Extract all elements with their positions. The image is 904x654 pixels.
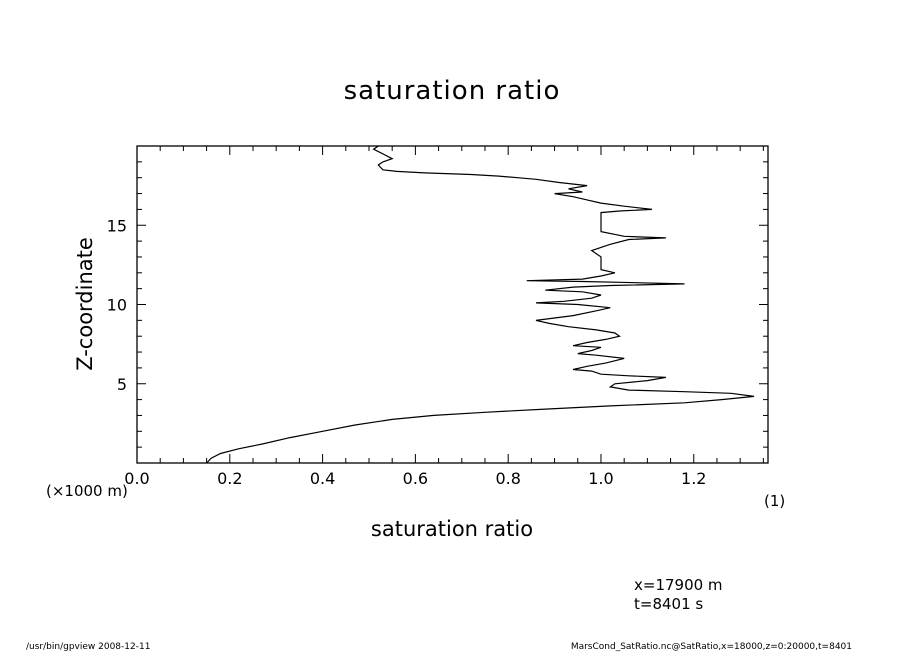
y-tick-label: 5 [117,375,127,394]
chart-title: saturation ratio [343,76,561,106]
x-tick-label: 0.4 [310,469,335,488]
y-axis-label: Z-coordinate [73,237,97,371]
x-unit-note: (×1000 m) [46,482,128,500]
coordinate-t-readout: t=8401 s [634,595,704,613]
y-tick-label: 15 [107,216,127,235]
x-tick-label: 0.8 [495,469,520,488]
y-tick-label: 10 [107,296,127,315]
x-axis-label: saturation ratio [371,517,533,541]
x-tick-label: 0.2 [217,469,242,488]
saturation-ratio-line [206,145,755,464]
plot-frame [136,145,769,464]
footer-program-date: /usr/bin/gpview 2008-12-11 [26,642,151,652]
value-unit-note: (1) [764,492,786,510]
x-tick-label: 0.6 [403,469,428,488]
x-tick-label: 1.0 [588,469,613,488]
coordinate-x-readout: x=17900 m [634,576,723,594]
x-tick-label: 1.2 [681,469,706,488]
footer-data-source: MarsCond_SatRatio.nc@SatRatio,x=18000,z=… [570,642,852,652]
x-tick-label: 0.0 [124,469,149,488]
